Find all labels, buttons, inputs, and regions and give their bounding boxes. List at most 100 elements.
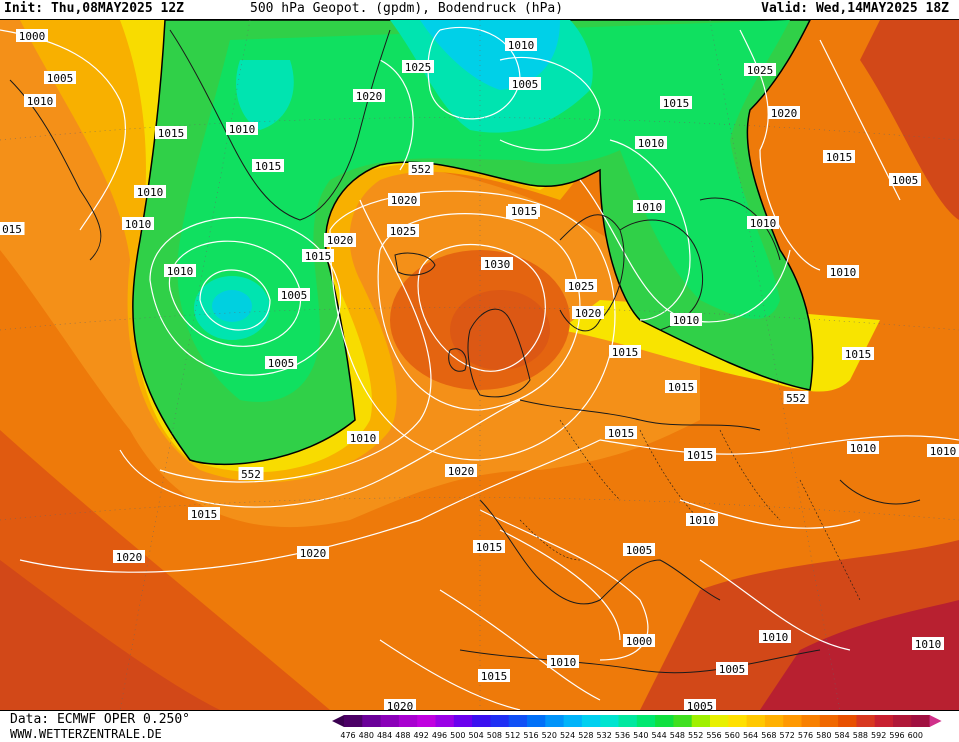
isobar-label-m: 1010 [347, 431, 379, 445]
isobar-label-text: 1010 [750, 217, 777, 230]
isobar-label-al: 1015 [609, 345, 641, 359]
isobar-1005-spain [479, 509, 649, 661]
isobar-labels: 1000 1005 1010 1015 1010 1010 015 1010 1005 1005 1… [0, 29, 959, 710]
legend-tick-label: 588 [853, 731, 868, 740]
isobar-label-box [24, 94, 56, 107]
legend-swatch [911, 715, 931, 727]
legend-tick-label: 584 [834, 731, 849, 740]
graticule-lon-1 [119, 20, 251, 710]
legend-swatch [472, 715, 491, 727]
isobar-label-av: 1000 [623, 634, 655, 648]
legend-swatch [710, 715, 729, 727]
isobar-label-text: 1015 [158, 127, 185, 140]
isobar-label-text: 1025 [405, 61, 432, 74]
isobar-1010-low [149, 217, 341, 376]
coast-ireland [448, 348, 467, 372]
legend-swatch [819, 715, 839, 727]
isobar-label-box [768, 106, 800, 119]
coast-iberia [479, 499, 601, 605]
isobar-label-h: 1010 [122, 217, 154, 231]
isobar-1000 [0, 29, 126, 231]
isobar-label-text: 1010 [636, 201, 663, 214]
isobar-label-ag: 1015 [823, 150, 855, 164]
isobar-label-text: 1000 [626, 635, 653, 648]
isobar-label-text: 1015 [476, 541, 503, 554]
header-bar: Init: Thu,08MAY2025 12Z 500 hPa Geopot. … [0, 0, 959, 20]
isobar-label-text: 1005 [512, 78, 539, 91]
legend-swatch [398, 715, 418, 727]
isobar-1015-south [119, 399, 521, 508]
isobar-1015-africa [379, 639, 521, 710]
isobar-label-box [16, 29, 48, 42]
isobar-1030-high [417, 243, 546, 372]
isobar-label-i: 1005 [278, 288, 310, 302]
isobar-label-text: 1015 [305, 250, 332, 263]
isobar-label-box [188, 507, 220, 520]
legend-tick-label: 560 [725, 731, 740, 740]
isobar-label-text: 1010 [137, 186, 164, 199]
isobar-label-box [783, 391, 809, 404]
isobar-label-ar: 1010 [927, 444, 959, 458]
coast-norway [559, 214, 625, 332]
isobar-label-box [265, 356, 297, 369]
legend-tick-label: 524 [560, 731, 575, 740]
isobar-label-v: 1015 [302, 249, 334, 263]
data-source: Data: ECMWF OPER 0.250° [10, 712, 191, 727]
isobar-label-text: 1015 [826, 151, 853, 164]
isobar-label-j: 1005 [265, 356, 297, 370]
isobar-label-box [481, 257, 513, 270]
coast-med-north [599, 559, 721, 601]
isobar-label-text: 1015 [511, 205, 538, 218]
legend-tick-label: 532 [597, 731, 612, 740]
isobar-label-box [547, 655, 579, 668]
isobar-label-text: 1025 [568, 280, 595, 293]
isobar-label-box [927, 444, 959, 457]
legend-swatch [874, 715, 894, 727]
isobar-label-aa: 1005 [509, 77, 541, 91]
legend-swatch [893, 715, 912, 727]
legend-tick-label: 580 [816, 731, 831, 740]
isobar-label-ba: 1010 [912, 637, 944, 651]
coast-north-europe [519, 399, 761, 431]
isobar-label-text: 1015 [481, 670, 508, 683]
isobar-label-text: 1010 [850, 442, 877, 455]
init-time: Init: Thu,08MAY2025 12Z [4, 1, 185, 16]
legend-tick-label: 544 [651, 731, 666, 740]
isobar-label-box [509, 77, 541, 90]
legend-tick-label: 556 [706, 731, 721, 740]
isobar-label-box [302, 249, 334, 262]
isobar-label-bc: 1015 [508, 204, 540, 218]
border-4 [519, 519, 581, 561]
isobar-label-text: 1020 [387, 700, 414, 710]
legend-arrow-right [929, 715, 942, 727]
graticule-lon-3 [709, 20, 841, 710]
gp-band-540-greenland [236, 60, 294, 130]
isobar-label-f: 1010 [134, 185, 166, 199]
isobar-label-box [609, 345, 641, 358]
legend-swatch [655, 715, 674, 727]
isobar-label-box [347, 431, 379, 444]
isobar-label-text: 1010 [550, 656, 577, 669]
legend-tick-label: 576 [798, 731, 813, 740]
legend-tick-label: 600 [908, 731, 923, 740]
isobar-label-aw: 1010 [547, 655, 579, 669]
legend-swatch [344, 715, 363, 727]
legend-tick-label: 548 [670, 731, 685, 740]
isobar-label-text: 1010 [27, 95, 54, 108]
isobar-1015-med [599, 435, 959, 455]
isobar-label-box [823, 150, 855, 163]
isobar-label-box [508, 204, 540, 217]
isobar-label-box [324, 233, 356, 246]
isobar-label-bi: 1005 [684, 699, 716, 710]
gp-band-532-north [420, 20, 560, 90]
isobar-label-box [623, 543, 655, 556]
isobar-label-box [238, 467, 264, 480]
legend-swatch [618, 715, 638, 727]
isobar-label-box [686, 513, 718, 526]
legend-tick-label: 564 [743, 731, 758, 740]
isobar-label-text: 1010 [673, 314, 700, 327]
isobar-1010-scandinavia [609, 139, 691, 321]
legend-swatch [673, 715, 693, 727]
isobar-label-text: 552 [241, 468, 261, 481]
isobar-label-box [408, 162, 434, 175]
